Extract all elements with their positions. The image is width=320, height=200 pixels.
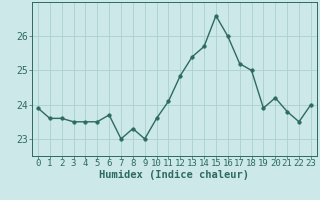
X-axis label: Humidex (Indice chaleur): Humidex (Indice chaleur) <box>100 170 249 180</box>
